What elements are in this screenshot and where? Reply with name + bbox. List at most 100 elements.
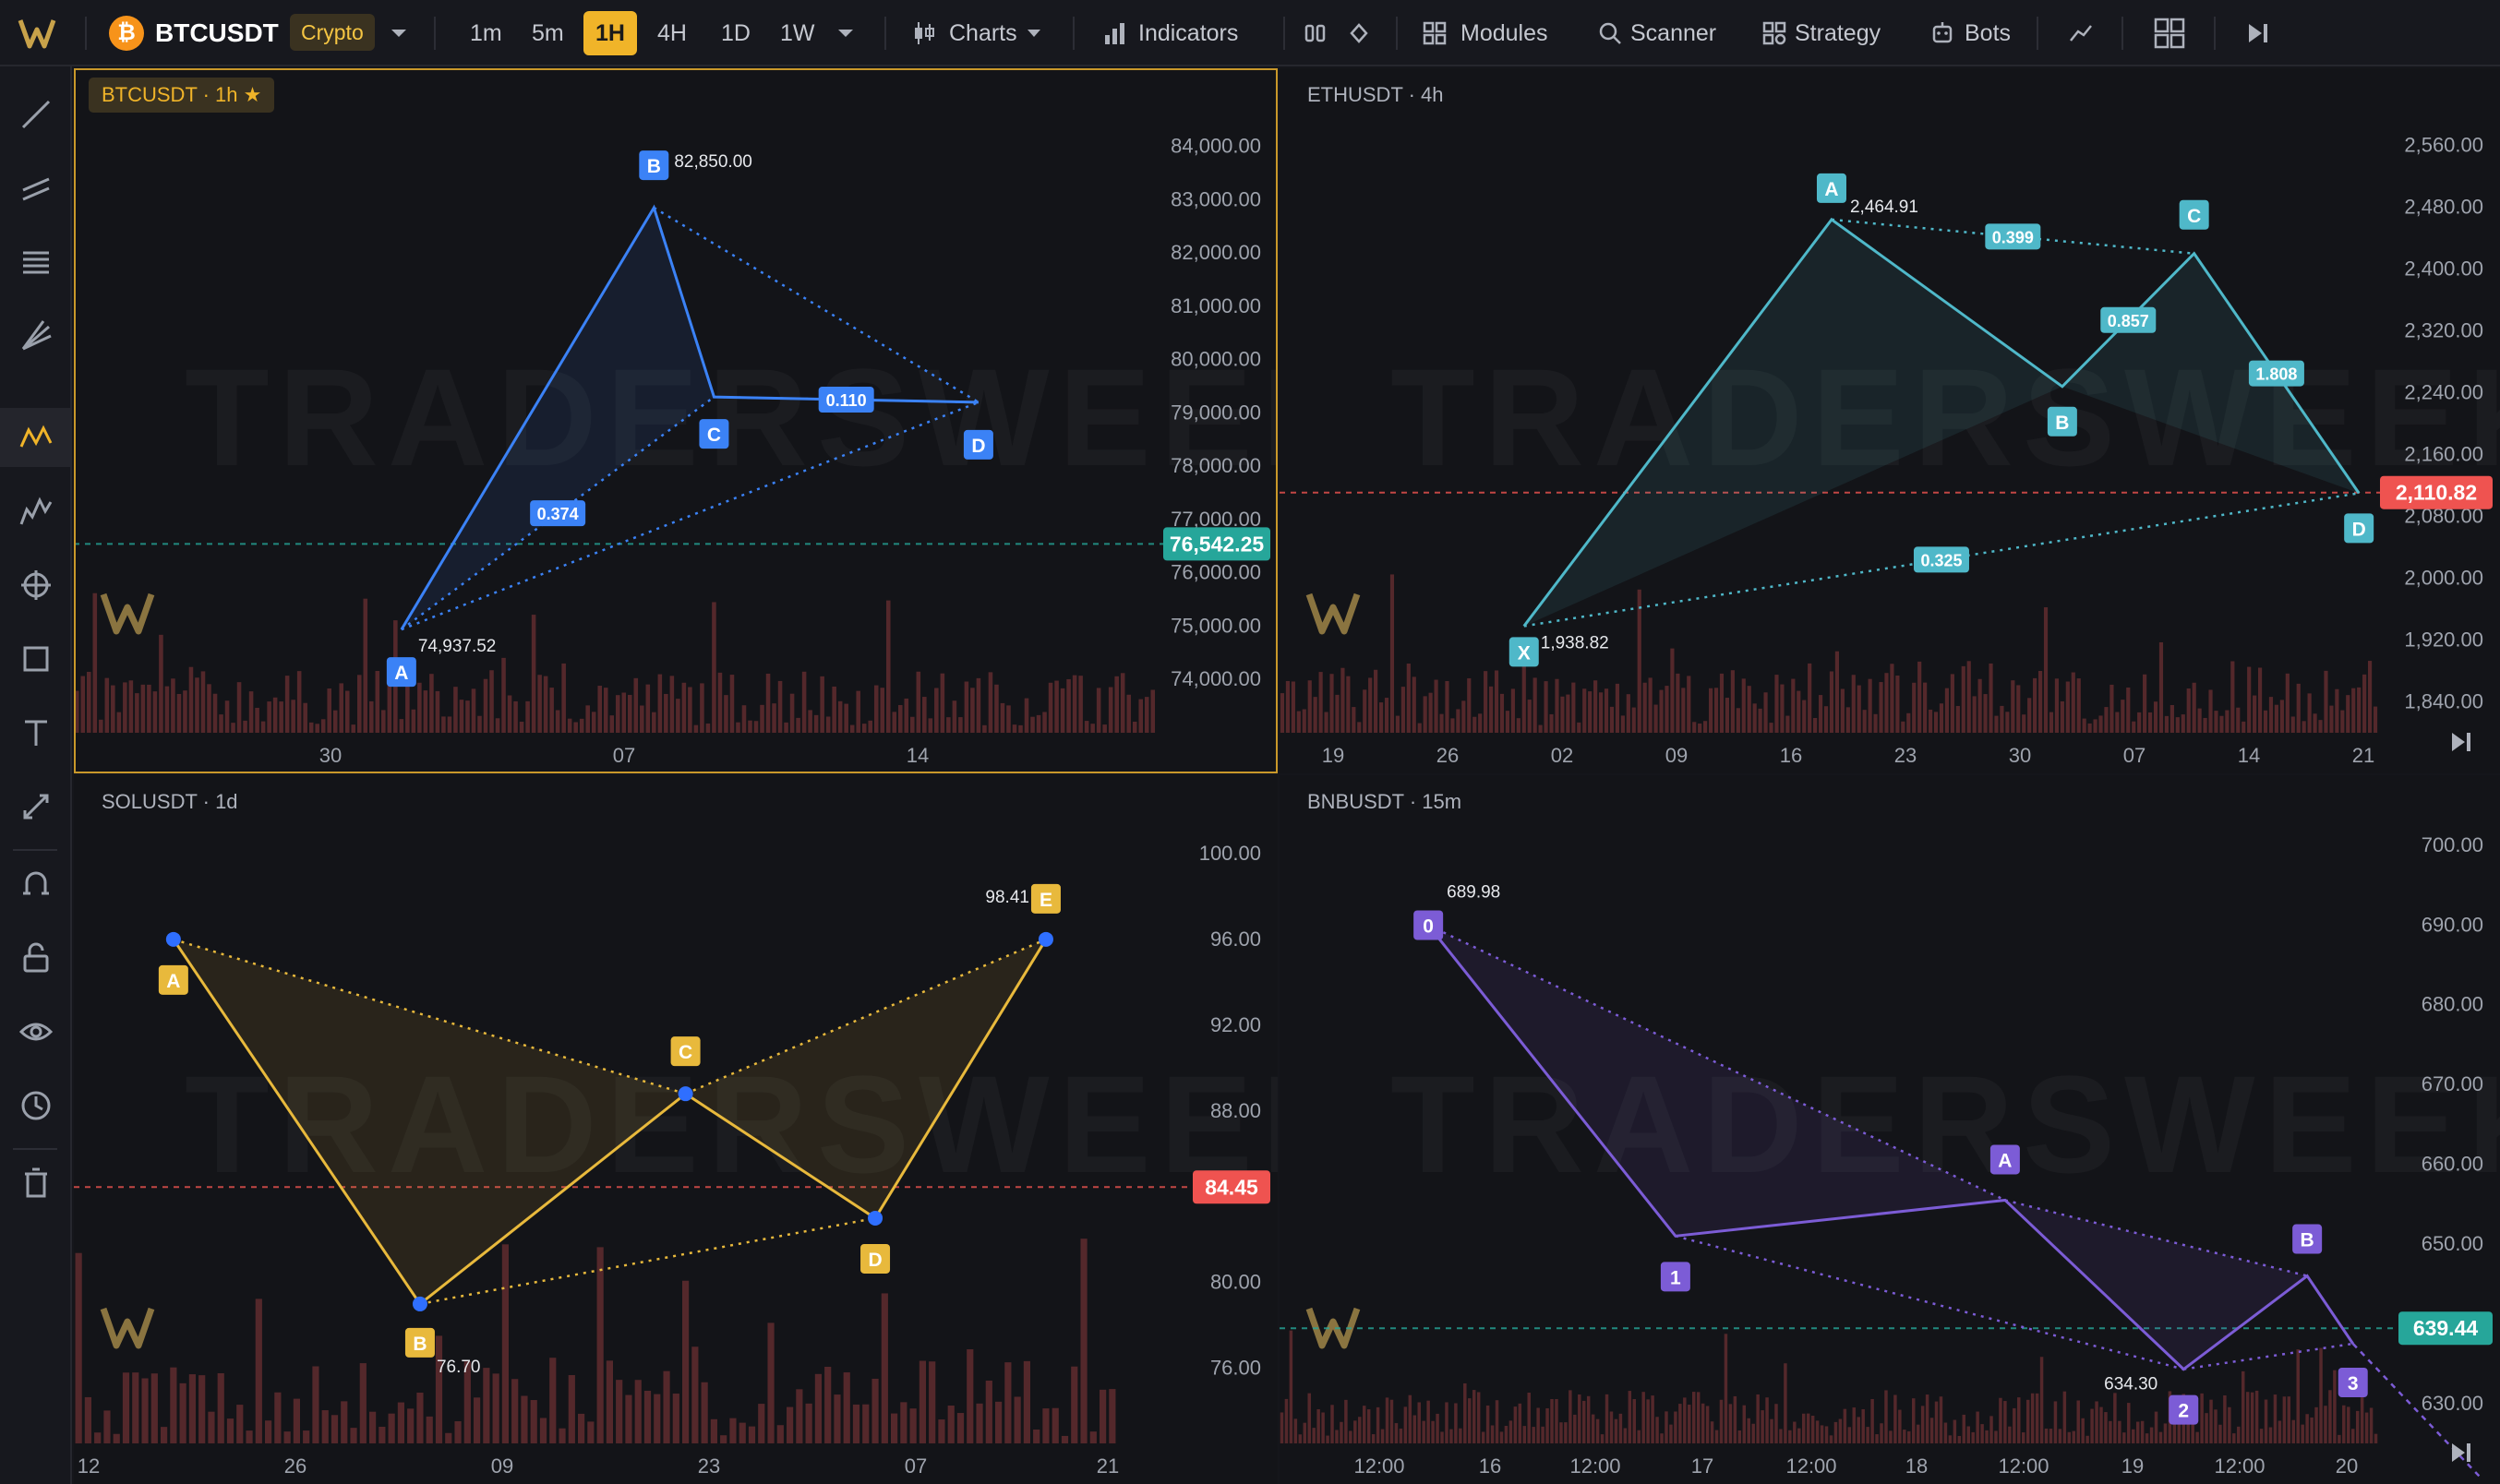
lock-icon[interactable]	[18, 939, 54, 976]
chevron-down-icon[interactable]	[388, 22, 410, 44]
pattern-point-label: B	[2047, 406, 2077, 437]
strategy-button[interactable]: Strategy	[1795, 19, 1881, 46]
pattern-point-value: 2,464.91	[1850, 197, 1918, 217]
sol-chart-svg[interactable]: TRADERSWEEK100.0096.0092.0088.0084.0080.…	[74, 775, 1278, 1484]
time-tick-label: 07	[613, 744, 635, 767]
pattern-point-value: 76.70	[437, 1358, 481, 1377]
pattern-point-label: D	[2344, 513, 2374, 544]
svg-text:3: 3	[2348, 1373, 2359, 1394]
pattern-legs[interactable]	[1426, 924, 2354, 1371]
time-tick-label: 12	[78, 1454, 100, 1478]
timeframe-1m[interactable]: 1m	[470, 19, 502, 46]
pattern-ratio-line	[1427, 924, 2006, 1202]
pattern-handle[interactable]	[165, 931, 181, 947]
strategy-icon	[1762, 21, 1786, 45]
rectangle-icon[interactable]	[18, 640, 54, 677]
eth-chart-svg[interactable]: TRADERSWEEK2,560.002,480.002,400.002,320…	[1280, 68, 2500, 773]
time-tick-label: 12:00	[1998, 1454, 2049, 1478]
sol-chart-panel[interactable]: TRADERSWEEK100.0096.0092.0088.0084.0080.…	[74, 775, 1278, 1484]
crosshair-icon[interactable]	[18, 567, 54, 604]
pattern-ratio-line	[2183, 1342, 2353, 1370]
timeframe-4h[interactable]: 4H	[657, 19, 687, 46]
pattern-ratio-line	[2004, 1199, 2308, 1277]
pattern-ratio-label: 0.110	[818, 387, 874, 413]
scanner-button[interactable]: Scanner	[1630, 19, 1717, 46]
volume-bars	[75, 1239, 1116, 1443]
scroll-to-latest-icon[interactable]	[2452, 1443, 2470, 1462]
volume-bars	[74, 592, 1156, 733]
time-tick-label: 20	[2336, 1454, 2358, 1478]
scroll-to-latest-icon[interactable]	[2452, 733, 2470, 751]
market-badge[interactable]: Crypto	[290, 14, 375, 51]
eth-chart-panel[interactable]: TRADERSWEEK 2,560.00 2,480.00 2,400.00 2,320…	[1280, 68, 2500, 773]
pattern-point-value: 689.98	[1447, 883, 1500, 903]
compare-icon[interactable]	[1304, 22, 1328, 44]
alert-diamond-icon[interactable]	[1348, 22, 1370, 44]
eye-icon[interactable]	[18, 1013, 54, 1050]
time-tick-label: 02	[1551, 744, 1573, 767]
pitchfork-icon[interactable]	[18, 317, 54, 354]
bots-button[interactable]: Bots	[1965, 19, 2012, 46]
pattern-handle[interactable]	[678, 1086, 693, 1102]
timeframe-1w[interactable]: 1W	[780, 19, 815, 46]
bnb-chart-svg[interactable]: TRADERSWEEK700.00690.00680.00670.00660.0…	[1280, 775, 2500, 1484]
time-tick-label: 23	[1894, 744, 1917, 767]
pattern-icon[interactable]	[18, 419, 54, 456]
btc-chart-panel[interactable]: TRADERSWEEK 84,000.00 83,000.00 82,000.00 81…	[74, 68, 1278, 773]
current-price-value: 84.45	[1205, 1175, 1258, 1199]
wave-icon[interactable]	[18, 493, 54, 530]
trend-line-icon[interactable]	[18, 96, 54, 133]
parallel-channel-icon[interactable]	[18, 170, 54, 207]
pattern-projection-line	[2351, 1343, 2481, 1478]
panel-symbol-label[interactable]: SOLUSDT · 1d	[102, 790, 238, 813]
svg-text:0.374: 0.374	[537, 505, 579, 523]
price-tick-label: 1,920.00	[2404, 628, 2483, 652]
panel-symbol-label[interactable]: BTCUSDT · 1h ★	[89, 78, 275, 113]
modules-button[interactable]: Modules	[1460, 19, 1548, 46]
price-tick-label: 2,240.00	[2404, 381, 2483, 404]
bnb-chart-panel[interactable]: TRADERSWEEK 700.00 690.00 680.00 670.00 660.0…	[1280, 775, 2500, 1484]
pattern-ratio-label: 0.325	[1913, 546, 1969, 573]
timeframe-1d[interactable]: 1D	[721, 19, 751, 46]
pattern-fill	[1428, 925, 2005, 1237]
layout-grid-icon[interactable]	[2153, 17, 2186, 50]
fib-levels-icon[interactable]	[18, 244, 54, 281]
svg-text:B: B	[2301, 1230, 2314, 1251]
pattern-handle[interactable]	[412, 1296, 427, 1311]
skip-to-end-icon[interactable]	[2245, 20, 2271, 46]
time-tick-label: 30	[2009, 744, 2031, 767]
panel-symbol-label[interactable]: BNBUSDT · 15m	[1307, 790, 1462, 813]
time-tick-label: 21	[2352, 744, 2374, 767]
svg-text:C: C	[707, 425, 721, 446]
panel-symbol-label[interactable]: ETHUSDT · 4h	[1307, 83, 1444, 106]
app-logo-icon[interactable]	[17, 13, 57, 54]
measure-icon[interactable]	[18, 788, 54, 825]
timeframe-more-icon[interactable]	[835, 22, 857, 44]
svg-text:D: D	[868, 1250, 882, 1271]
svg-text:C: C	[2187, 206, 2201, 227]
clock-icon[interactable]	[18, 1087, 54, 1124]
indicators-button[interactable]: Indicators	[1138, 19, 1239, 46]
time-tick-label: 16	[1780, 744, 1802, 767]
watermark-text: TRADERSWEEK	[185, 340, 1278, 495]
price-tick-label: 78,000.00	[1171, 454, 1261, 477]
line-chart-icon[interactable]	[2068, 20, 2094, 46]
bitcoin-icon: ₿	[109, 16, 144, 51]
pattern-handle[interactable]	[868, 1210, 883, 1226]
volume-bars	[1280, 1330, 2378, 1443]
text-icon[interactable]	[18, 714, 54, 751]
btc-chart-svg[interactable]: TRADERSWEEK 84,000.00 83,000.00 82,000.00 81…	[74, 68, 1278, 773]
magnet-icon[interactable]	[18, 866, 54, 903]
timeframe-1h[interactable]: 1H	[583, 11, 637, 55]
pattern-point-label: A	[386, 657, 416, 688]
price-tick-label: 100.00	[1199, 842, 1261, 865]
pattern-point-label: E	[1030, 883, 1061, 914]
symbol-selector[interactable]: ₿ BTCUSDT	[109, 0, 279, 66]
charts-menu[interactable]: Charts	[949, 19, 1017, 46]
pattern-handle[interactable]	[1038, 931, 1053, 947]
time-tick-label: 12:00	[1353, 1454, 1404, 1478]
trash-icon[interactable]	[18, 1165, 54, 1202]
candles-icon	[915, 22, 934, 44]
svg-text:D: D	[2352, 519, 2366, 540]
timeframe-5m[interactable]: 5m	[532, 19, 564, 46]
